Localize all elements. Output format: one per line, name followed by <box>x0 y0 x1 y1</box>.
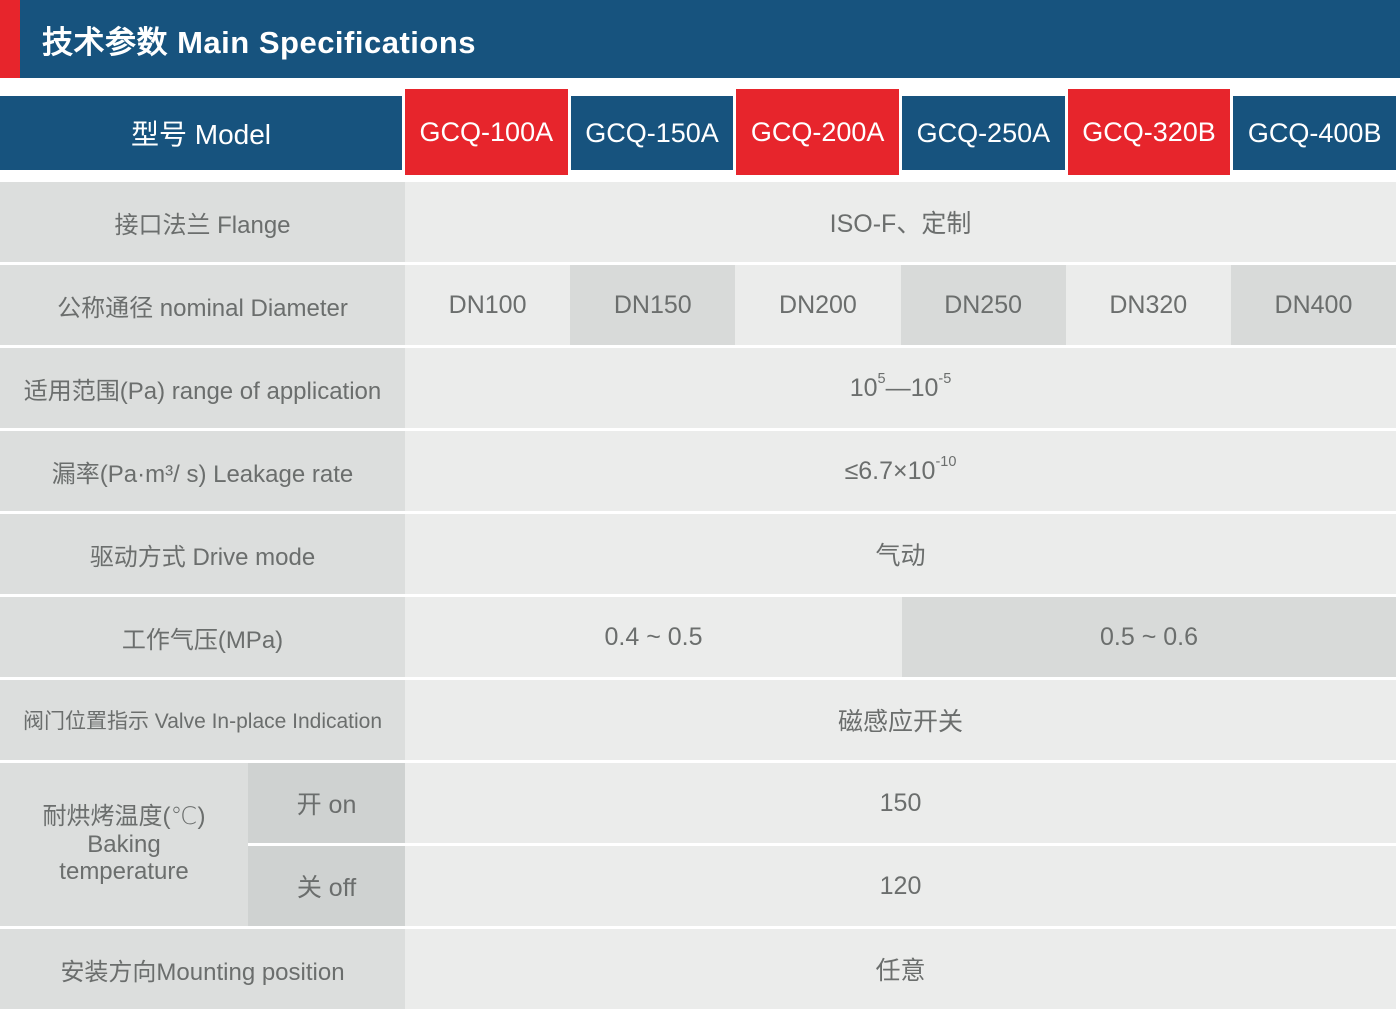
range-label: 适用范围(Pa) range of application <box>0 348 405 428</box>
indication-value: 磁感应开关 <box>405 680 1396 760</box>
title-bar-background: 技术参数 Main Specifications <box>20 0 1400 78</box>
mounting-label: 安装方向Mounting position <box>0 929 405 1009</box>
diameter-dn200: DN200 <box>735 265 901 345</box>
model-cell-gcq-200a: GCQ-200A <box>736 89 900 175</box>
leakage-value: ≤6.7×10 -10 <box>405 431 1396 511</box>
model-cell-gcq-150a: GCQ-150A <box>570 96 734 170</box>
row-range-of-application: 适用范围(Pa) range of application 10 5 —10 -5 <box>0 348 1396 428</box>
row-working-pressure: 工作气压(MPa) 0.4 ~ 0.5 0.5 ~ 0.6 <box>0 597 1396 677</box>
model-cell-gcq-400b: GCQ-400B <box>1233 96 1397 170</box>
model-cell-gcq-250a: GCQ-250A <box>902 96 1065 170</box>
red-accent-bar <box>0 0 20 78</box>
pressure-value-high: 0.5 ~ 0.6 <box>902 597 1396 677</box>
pressure-label: 工作气压(MPa) <box>0 597 405 677</box>
title-bar: 技术参数 Main Specifications <box>0 0 1400 78</box>
baking-subrows: 开 on 150 关 off 120 <box>248 763 1396 926</box>
pressure-value-low: 0.4 ~ 0.5 <box>405 597 902 677</box>
drive-label: 驱动方式 Drive mode <box>0 514 405 594</box>
diameter-dn320: DN320 <box>1065 265 1231 345</box>
mounting-value: 任意 <box>405 929 1396 1009</box>
row-nominal-diameter: 公称通径 nominal Diameter DN100 DN150 DN200 … <box>0 265 1397 345</box>
flange-label: 接口法兰 Flange <box>0 182 405 262</box>
row-drive-mode: 驱动方式 Drive mode 气动 <box>0 514 1396 594</box>
model-cell-gcq-320b: GCQ-320B <box>1067 89 1231 175</box>
model-header-row: 型号 Model GCQ-100A GCQ-150A GCQ-200A GCQ-… <box>0 89 1397 175</box>
baking-label-line1: 耐烘烤温度(℃) <box>42 802 206 830</box>
baking-row-off: 关 off 120 <box>248 846 1396 926</box>
row-leakage-rate: 漏率(Pa·m³/ s) Leakage rate ≤6.7×10 -10 <box>0 431 1396 511</box>
leakage-label: 漏率(Pa·m³/ s) Leakage rate <box>0 431 405 511</box>
diameter-dn250: DN250 <box>900 265 1066 345</box>
diameter-dn150: DN150 <box>570 265 736 345</box>
diameter-label: 公称通径 nominal Diameter <box>0 265 405 345</box>
drive-value: 气动 <box>405 514 1396 594</box>
baking-label-line2: Baking <box>87 830 161 858</box>
row-flange: 接口法兰 Flange ISO-F、定制 <box>0 182 1396 262</box>
range-value: 10 5 —10 -5 <box>405 348 1396 428</box>
baking-off-label: 关 off <box>248 846 405 926</box>
model-cell-gcq-100a: GCQ-100A <box>405 89 568 175</box>
diameter-dn100: DN100 <box>405 265 571 345</box>
baking-label: 耐烘烤温度(℃) Baking temperature <box>0 763 248 926</box>
model-column-label: 型号 Model <box>0 96 402 170</box>
indication-label: 阀门位置指示 Valve In-place Indication <box>0 680 405 760</box>
row-mounting-position: 安装方向Mounting position 任意 <box>0 929 1396 1009</box>
specifications-table: 型号 Model GCQ-100A GCQ-150A GCQ-200A GCQ-… <box>0 89 1397 1009</box>
baking-label-line3: temperature <box>59 858 189 886</box>
baking-off-value: 120 <box>405 846 1396 926</box>
diameter-dn400: DN400 <box>1230 265 1397 345</box>
flange-value: ISO-F、定制 <box>405 182 1396 262</box>
baking-on-label: 开 on <box>248 763 405 843</box>
section-baking-temperature: 耐烘烤温度(℃) Baking temperature 开 on 150 关 o… <box>0 763 1396 926</box>
baking-row-on: 开 on 150 <box>248 763 1396 843</box>
baking-on-value: 150 <box>405 763 1396 843</box>
row-valve-indication: 阀门位置指示 Valve In-place Indication 磁感应开关 <box>0 680 1396 760</box>
page-title: 技术参数 Main Specifications <box>42 24 477 60</box>
